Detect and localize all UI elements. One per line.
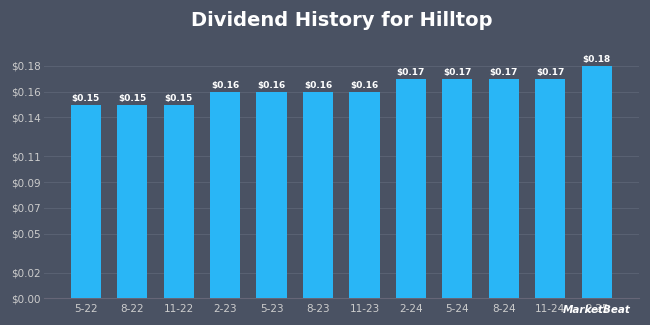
Text: $0.17: $0.17	[396, 68, 425, 77]
Text: $0.15: $0.15	[72, 94, 100, 103]
Bar	[210, 92, 240, 298]
Text: $0.17: $0.17	[443, 68, 472, 77]
Bar	[303, 92, 333, 298]
Bar	[582, 66, 612, 298]
Text: MarketBeat: MarketBeat	[563, 305, 630, 315]
Text: $0.17: $0.17	[489, 68, 518, 77]
Bar	[396, 79, 426, 298]
Text: $0.18: $0.18	[582, 55, 611, 64]
Bar	[257, 92, 287, 298]
Bar	[535, 79, 566, 298]
Title: Dividend History for Hilltop: Dividend History for Hilltop	[190, 11, 492, 30]
Bar	[442, 79, 473, 298]
Text: $0.15: $0.15	[118, 94, 146, 103]
Bar	[164, 105, 194, 298]
Bar	[350, 92, 380, 298]
Text: $0.16: $0.16	[257, 81, 286, 90]
Bar	[71, 105, 101, 298]
Text: $0.17: $0.17	[536, 68, 564, 77]
Bar	[117, 105, 148, 298]
Text: $0.16: $0.16	[304, 81, 332, 90]
Bar	[489, 79, 519, 298]
Text: $0.16: $0.16	[211, 81, 239, 90]
Text: $0.15: $0.15	[164, 94, 193, 103]
Text: $0.16: $0.16	[350, 81, 378, 90]
